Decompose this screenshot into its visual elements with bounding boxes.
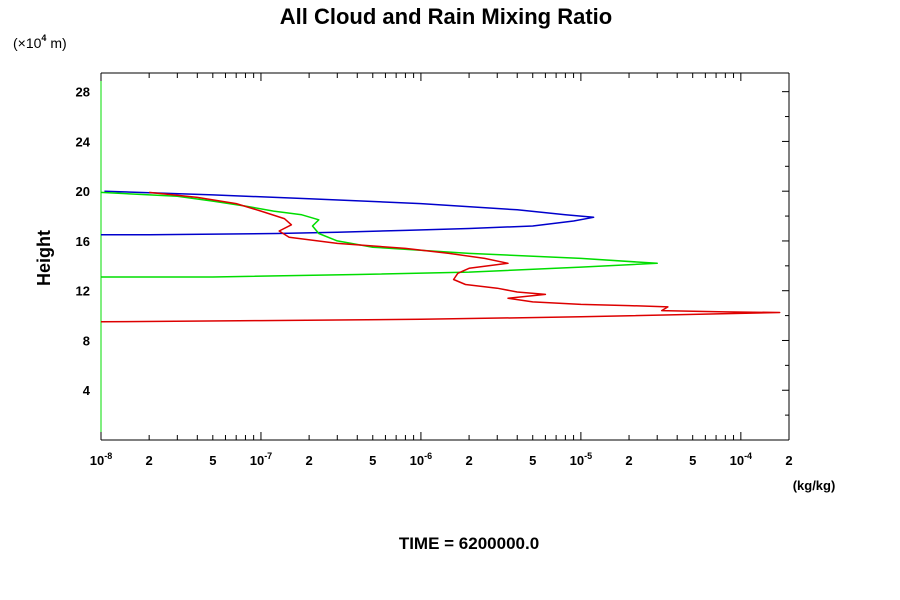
x-tick-label: 5 [209,453,216,468]
x-tick-label: 2 [785,453,792,468]
y-axis: 4 8 12 16 20 24 28 [76,85,789,416]
x-tick-label: 5 [369,453,376,468]
x-tick-label: 2 [625,453,632,468]
y-tick-label: 24 [76,134,91,149]
x-tick-label: 2 [146,453,153,468]
series-line-3 [100,191,781,323]
y-unit-label: (×104 m) [13,33,67,51]
y-tick-label: 28 [76,85,90,100]
x-tick-label: 10-6 [410,451,432,468]
x-tick-label: 10-5 [570,451,592,468]
y-axis-title: Height [34,230,54,286]
x-tick-label: 2 [305,453,312,468]
y-tick-label: 8 [83,333,90,348]
x-axis-unit: (kg/kg) [793,478,836,493]
chart-title: All Cloud and Rain Mixing Ratio [280,4,612,29]
x-tick-label: 10-7 [250,451,272,468]
y-tick-label: 4 [83,383,91,398]
x-tick-label: 5 [529,453,536,468]
series-line-1 [101,190,595,236]
x-tick-label: 5 [689,453,696,468]
y-tick-label: 12 [76,284,90,299]
series-layer [100,190,781,323]
y-tick-label: 20 [76,184,90,199]
y-tick-label: 16 [76,234,90,249]
time-footer: TIME = 6200000.0 [399,534,539,553]
x-axis: 10-8 2 5 10-7 2 5 10-6 2 5 10-5 2 5 10-4 2 [90,73,793,468]
plot-frame [100,72,790,441]
x-tick-label: 10-8 [90,451,112,468]
x-tick-label: 2 [465,453,472,468]
x-tick-label: 10-4 [730,451,752,468]
